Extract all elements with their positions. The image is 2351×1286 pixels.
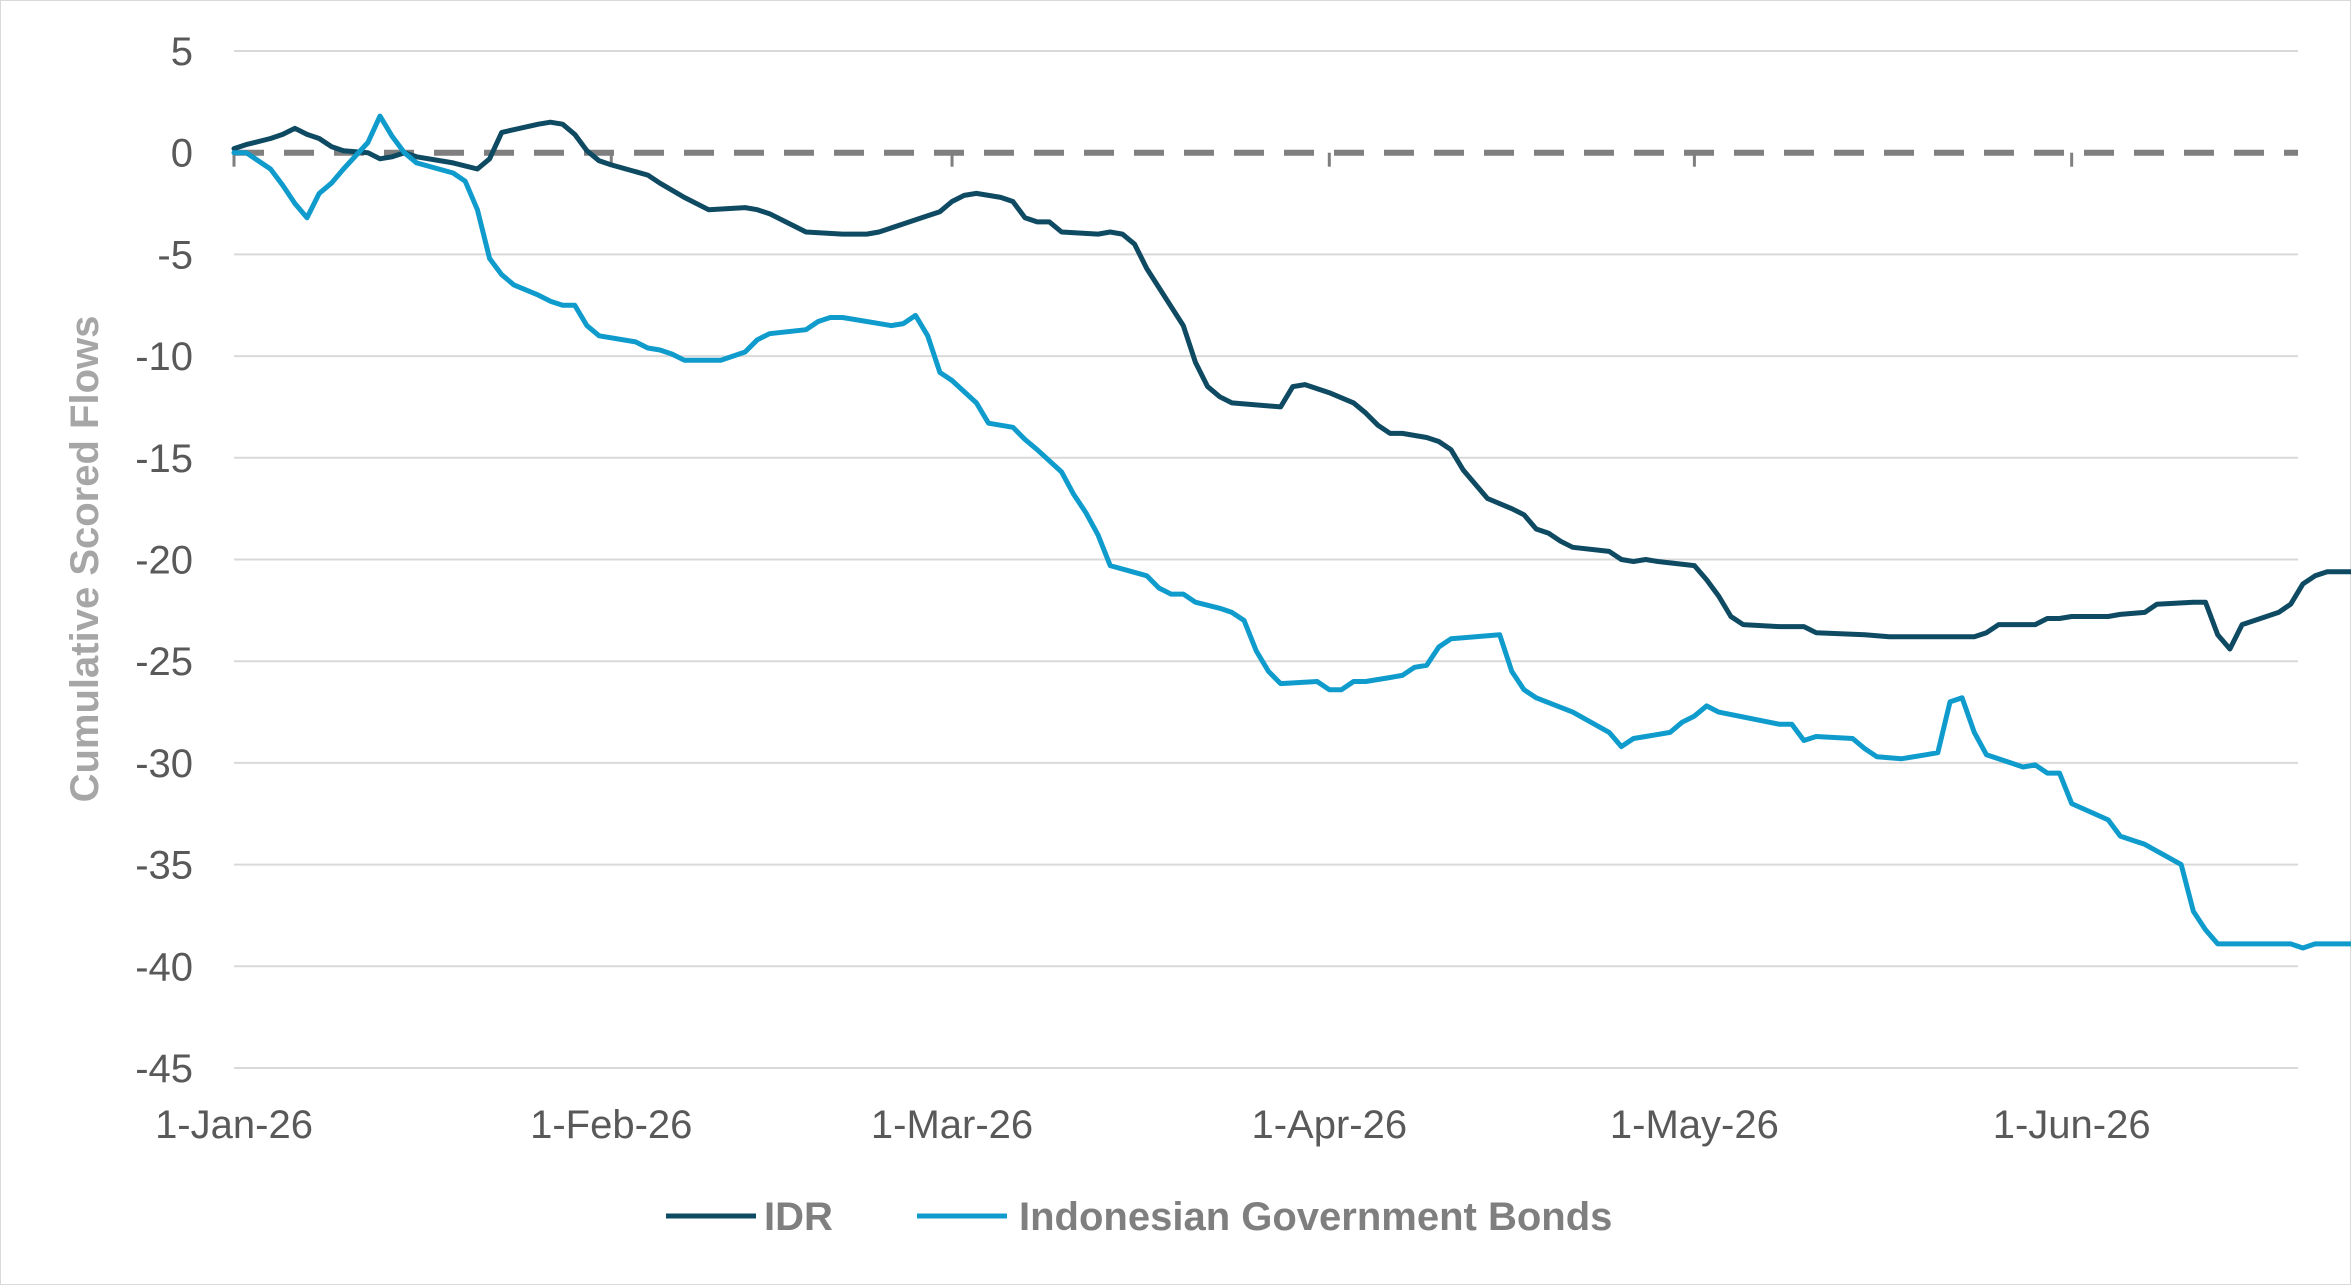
legend-label-indonesian-government-bonds: Indonesian Government Bonds [1019, 1195, 1612, 1239]
legend-label-idr: IDR [764, 1195, 833, 1239]
x-tick-label: 1-May-26 [1610, 1103, 1779, 1147]
legend: IDR Indonesian Government Bonds [666, 1195, 1612, 1239]
y-tick-label: -30 [135, 742, 193, 786]
series-line-indonesian-government-bonds [231, 113, 2351, 951]
y-axis-tick-labels: 5 0 -5 -10 -15 -20 -25 -30 -35 -40 -45 [135, 30, 193, 1091]
x-tick-label: 1-Jan-26 [155, 1103, 313, 1147]
y-tick-label: -20 [135, 539, 193, 583]
y-tick-label: 0 [171, 132, 193, 176]
y-axis-title: Cumulative Scored Flows [63, 316, 107, 803]
y-tick-label: -5 [157, 233, 193, 277]
x-tick-label: 1-Jun-26 [1993, 1103, 2151, 1147]
y-tick-label: -45 [135, 1047, 193, 1091]
x-axis-ticks [232, 152, 2074, 167]
y-tick-label: 5 [171, 30, 193, 74]
x-tick-label: 1-Feb-26 [530, 1103, 692, 1147]
y-tick-label: -15 [135, 437, 193, 481]
x-axis-tick-labels: 1-Jan-26 1-Feb-26 1-Mar-26 1-Apr-26 1-May-26… [155, 1103, 2151, 1147]
x-tick-label: 1-Apr-26 [1251, 1103, 1407, 1147]
gridlines [234, 50, 2298, 1069]
x-tick-label: 1-Mar-26 [871, 1103, 1033, 1147]
y-tick-label: -25 [135, 640, 193, 684]
y-tick-label: -35 [135, 844, 193, 888]
y-tick-label: -10 [135, 335, 193, 379]
y-tick-label: -40 [135, 945, 193, 989]
series-lines [231, 113, 2351, 951]
series-line-idr [231, 119, 2351, 652]
